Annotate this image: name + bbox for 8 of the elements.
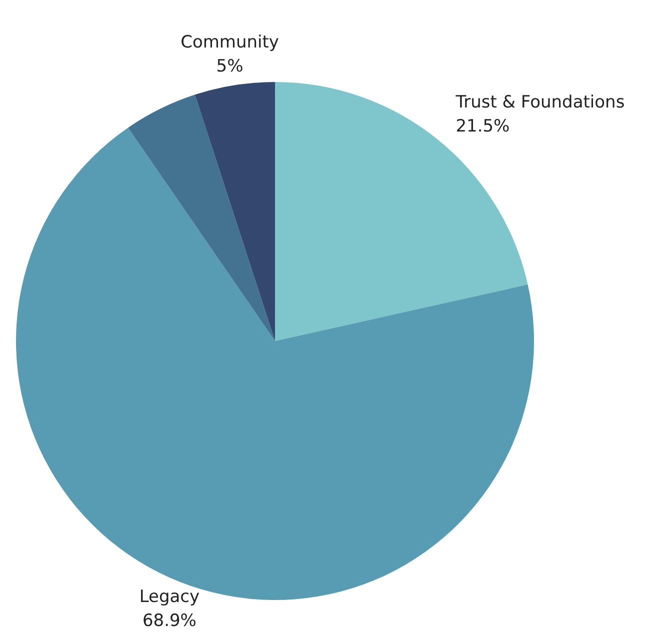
slice-label: Legacy [139,587,200,608]
pie-slice [128,94,275,341]
slice-label: Trust & Foundations [454,92,625,112]
slice-label: Community [180,32,279,53]
data-label: 68.9% [142,611,196,632]
data-label: 5% [216,56,244,77]
pie-slice [194,82,275,341]
data-label: 21.5% [456,116,510,136]
